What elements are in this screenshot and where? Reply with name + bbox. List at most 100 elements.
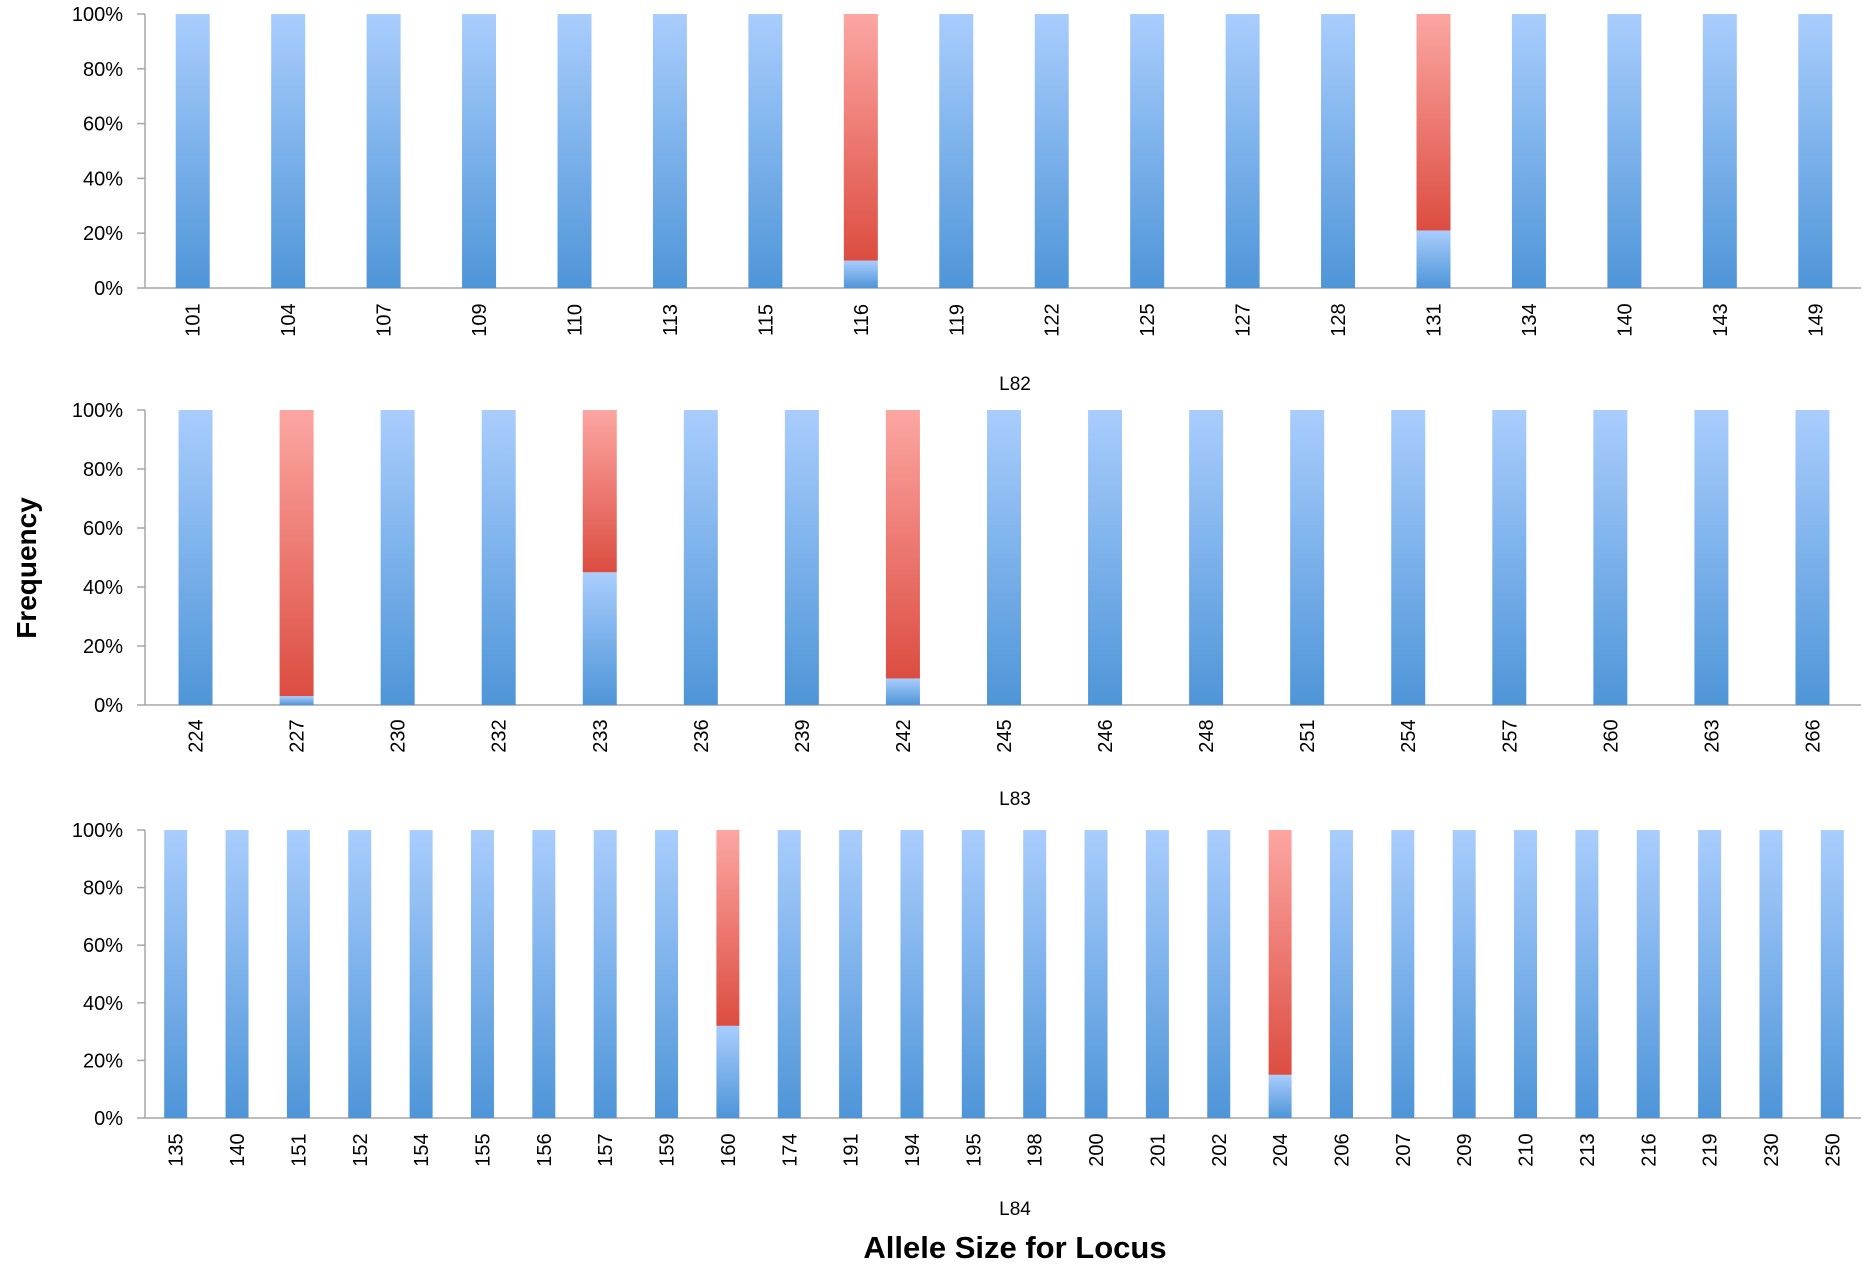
- x-tick-label: 152: [350, 1133, 372, 1166]
- bar-series_1-131: [1416, 230, 1451, 288]
- chart-panel-2: 0% 20% 40% 60% 80% 100% 224 227 230 232 233 236 239 2…: [72, 400, 1861, 810]
- bar-series_1-209: [1452, 830, 1476, 1118]
- bar-series_1-157: [593, 830, 617, 1118]
- bar-series_1-230: [1759, 830, 1783, 1118]
- x-tick-label: 202: [1209, 1133, 1231, 1166]
- bar-series_1-160: [716, 1025, 740, 1118]
- bar-series_1-248: [1189, 410, 1224, 705]
- bar-series_1-236: [683, 410, 718, 705]
- bar-series_1-194: [900, 830, 924, 1118]
- x-tick-label: 115: [755, 304, 777, 336]
- chart-panel-1: 0% 20% 40% 60% 80% 100% 101 104 107 109 110 113 115 1…: [72, 4, 1861, 395]
- x-tick-label: 135: [166, 1133, 188, 1166]
- bar-series_1-115: [748, 14, 783, 288]
- bar-series_2-233: [582, 410, 617, 573]
- x-tick-label: 213: [1577, 1133, 1599, 1166]
- x-tick-label: 157: [595, 1133, 617, 1166]
- x-tick-label: 109: [469, 303, 491, 336]
- x-tick-label: 110: [565, 304, 587, 336]
- bar-series_1-213: [1575, 830, 1599, 1118]
- y-tick-label: 0%: [94, 1108, 123, 1130]
- y-tick-label: 80%: [83, 59, 123, 81]
- x-tick-label: 101: [183, 303, 205, 336]
- bar-series_1-122: [1034, 14, 1069, 288]
- y-tick-label: 20%: [83, 223, 123, 245]
- x-tick-label: 131: [1424, 303, 1446, 336]
- bar-series_1-224: [178, 410, 213, 705]
- x-tick-label: 201: [1147, 1133, 1169, 1166]
- bar-series_1-227: [279, 696, 314, 705]
- y-tick-label: 80%: [83, 878, 123, 900]
- x-tick-label: 200: [1086, 1133, 1108, 1166]
- panel-title: L84: [999, 1199, 1031, 1220]
- x-tick-label: 257: [1499, 719, 1521, 752]
- x-tick-label: 204: [1270, 1133, 1292, 1166]
- bar-series_2-227: [279, 410, 314, 697]
- bar-series_1-239: [784, 410, 819, 705]
- chart-panel-3: 0% 20% 40% 60% 80% 100% 135 140 151 152 154 155 156 1…: [72, 820, 1861, 1220]
- bar-series_1-107: [366, 14, 401, 288]
- bar-series_1-143: [1702, 14, 1737, 288]
- x-tick-label: 122: [1042, 303, 1064, 336]
- bar-series_1-242: [885, 678, 920, 705]
- x-axis-title: Allele Size for Locus: [863, 1230, 1166, 1265]
- x-tick-label: 195: [963, 1133, 985, 1166]
- bar-series_1-250: [1820, 830, 1844, 1118]
- bar-series_1-245: [987, 410, 1021, 705]
- x-tick-label: 248: [1196, 719, 1218, 752]
- x-tick-label: 140: [227, 1133, 249, 1166]
- bar-series_1-216: [1636, 830, 1660, 1118]
- bar-series_1-219: [1698, 830, 1722, 1118]
- y-tick-label: 100%: [72, 400, 123, 422]
- y-tick-label: 20%: [83, 636, 123, 658]
- bar-series_1-230: [380, 410, 415, 705]
- y-tick-label: 80%: [83, 459, 123, 481]
- x-tick-label: 194: [902, 1133, 924, 1166]
- bar-series_1-204: [1268, 1074, 1292, 1118]
- x-tick-label: 134: [1519, 303, 1541, 336]
- x-tick-label: 236: [691, 719, 713, 752]
- bar-series_1-206: [1329, 830, 1353, 1118]
- bar-series_1-174: [777, 830, 801, 1118]
- bar-series_1-156: [532, 830, 556, 1118]
- bar-series_1-233: [582, 572, 617, 705]
- x-tick-label: 227: [287, 719, 309, 752]
- bar-series_1-149: [1798, 14, 1833, 288]
- bar-series_1-210: [1514, 830, 1538, 1118]
- x-tick-label: 219: [1700, 1133, 1722, 1166]
- bar-series_1-109: [462, 14, 497, 288]
- x-tick-label: 107: [374, 303, 396, 336]
- x-tick-label: 239: [792, 719, 814, 752]
- bar-series_1-246: [1088, 410, 1123, 705]
- bar-series_2-204: [1268, 830, 1292, 1075]
- y-axis-title: Frequency: [11, 497, 42, 639]
- x-tick-label: 128: [1328, 303, 1350, 336]
- y-tick-label: 100%: [72, 820, 123, 842]
- x-tick-label: 160: [718, 1133, 740, 1166]
- x-tick-label: 191: [841, 1133, 863, 1166]
- x-tick-label: 266: [1802, 719, 1824, 752]
- bar-series_1-257: [1492, 410, 1527, 705]
- bar-series_1-198: [1023, 830, 1047, 1118]
- x-tick-label: 174: [779, 1133, 801, 1166]
- bar-series_1-263: [1694, 410, 1729, 705]
- x-tick-label: 198: [1025, 1133, 1047, 1166]
- x-tick-label: 216: [1638, 1133, 1660, 1166]
- y-tick-label: 0%: [94, 278, 123, 300]
- x-tick-label: 113: [660, 304, 682, 336]
- bar-series_1-135: [164, 830, 188, 1118]
- bar-series_1-134: [1511, 14, 1546, 288]
- x-tick-label: 125: [1137, 303, 1159, 336]
- y-tick-label: 40%: [83, 577, 123, 599]
- x-tick-label: 245: [994, 719, 1016, 752]
- bar-series_1-125: [1130, 14, 1165, 288]
- y-tick-label: 60%: [83, 114, 123, 136]
- bar-series_1-101: [175, 14, 210, 288]
- x-tick-label: 149: [1805, 303, 1827, 336]
- bar-series_1-266: [1795, 410, 1830, 705]
- panel-title: L83: [999, 789, 1031, 810]
- bar-series_1-151: [286, 830, 310, 1118]
- x-tick-label: 143: [1710, 303, 1732, 336]
- x-tick-label: 232: [489, 719, 511, 752]
